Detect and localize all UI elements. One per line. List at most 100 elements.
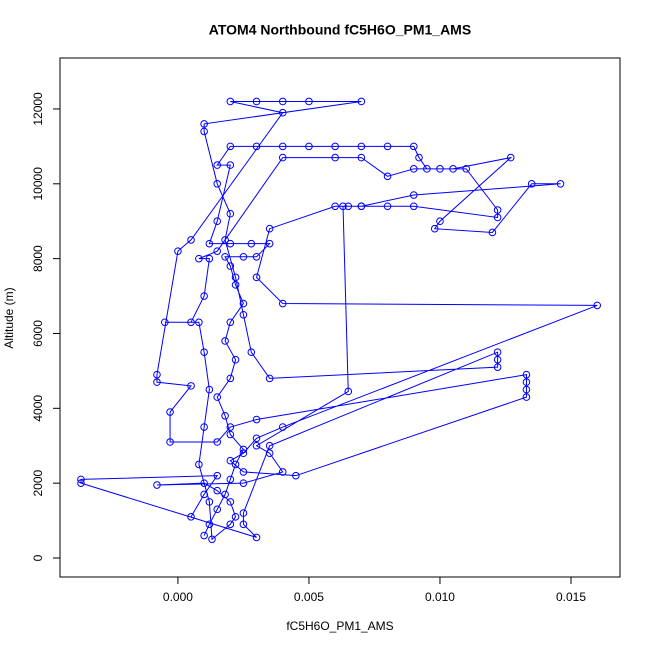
data-point: [247, 348, 256, 356]
data-point: [221, 252, 229, 261]
data-point: [278, 108, 287, 117]
data-point: [522, 385, 531, 394]
data-point: [213, 247, 222, 255]
data-point: [221, 411, 229, 420]
data-point: [252, 273, 261, 282]
data-point: [527, 180, 536, 188]
data-point: [488, 228, 497, 237]
y-tick-label: 0: [31, 554, 45, 561]
data-point: [200, 292, 208, 300]
plot-frame: [59, 57, 621, 578]
data-point: [226, 318, 235, 327]
data-point: [383, 202, 392, 211]
data-point: [213, 505, 222, 514]
data-point: [239, 468, 248, 476]
data-point: [221, 337, 229, 345]
data-point: [449, 165, 457, 173]
data-point: [195, 254, 203, 263]
data-point: [213, 438, 222, 446]
data-point: [205, 385, 214, 394]
data-point: [278, 423, 287, 431]
data-point: [239, 445, 248, 454]
data-point: [265, 224, 274, 233]
data-point: [252, 97, 261, 106]
data-point: [166, 438, 174, 446]
data-point: [200, 348, 208, 356]
data-point: [265, 441, 274, 450]
data-point: [383, 172, 392, 181]
data-point: [200, 423, 208, 431]
data-point: [195, 318, 203, 327]
data-point: [213, 486, 222, 495]
data-point: [208, 535, 216, 544]
data-point: [239, 449, 248, 458]
data-point: [205, 239, 214, 248]
y-tick-label: 6000: [31, 320, 45, 347]
data-point: [493, 213, 502, 222]
data-point: [161, 318, 169, 327]
y-tick-label: 2000: [31, 469, 45, 496]
data-point: [226, 97, 235, 106]
data-point: [522, 378, 531, 386]
data-point: [278, 153, 287, 162]
data-point: [357, 97, 366, 106]
data-point: [409, 202, 418, 211]
x-tick-label: 0.005: [294, 590, 324, 604]
data-point: [247, 239, 256, 248]
data-point: [231, 281, 240, 289]
data-point: [174, 247, 182, 255]
data-point: [265, 449, 274, 458]
data-point: [430, 224, 439, 233]
data-point: [205, 498, 214, 506]
data-point: [200, 127, 208, 136]
data-point: [239, 509, 248, 517]
data-point: [213, 471, 222, 480]
data-point: [357, 153, 366, 162]
data-point: [278, 142, 287, 151]
data-point: [239, 479, 248, 487]
data-point: [357, 202, 366, 211]
data-point: [252, 142, 261, 151]
data-point: [226, 423, 235, 431]
data-point: [226, 142, 235, 151]
chart-title: ATOM4 Northbound fC5H6O_PM1_AMS: [209, 22, 471, 38]
data-point: [226, 374, 235, 383]
data-point: [292, 471, 300, 480]
data-point: [205, 520, 214, 529]
data-point: [331, 142, 339, 151]
data-point: [436, 165, 444, 173]
data-point: [383, 142, 392, 151]
data-point: [278, 468, 287, 476]
data-point: [462, 165, 470, 173]
data-point: [200, 490, 208, 499]
data-point: [339, 202, 347, 211]
data-point: [593, 301, 602, 310]
data-point: [493, 348, 502, 356]
data-point: [252, 533, 261, 542]
data-point: [409, 191, 418, 199]
data-point: [213, 161, 222, 169]
data-point: [226, 475, 235, 484]
data-point: [344, 387, 353, 396]
data-point: [231, 273, 240, 282]
data-point: [200, 479, 208, 487]
x-tick-label: 0.010: [425, 590, 455, 604]
data-line: [80, 100, 598, 541]
data-point: [239, 252, 248, 261]
data-point: [226, 430, 235, 439]
data-point: [415, 153, 423, 162]
data-point: [493, 206, 502, 214]
data-point: [187, 513, 195, 521]
data-point: [200, 531, 208, 540]
data-point: [409, 165, 418, 173]
data-point: [357, 142, 366, 151]
data-point: [522, 393, 531, 401]
data-point: [205, 254, 214, 263]
data-point: [231, 355, 240, 364]
data-point: [187, 236, 195, 244]
data-point: [278, 299, 287, 308]
y-tick-label: 4000: [31, 395, 45, 422]
data-point: [226, 239, 235, 248]
data-point: [493, 363, 502, 371]
